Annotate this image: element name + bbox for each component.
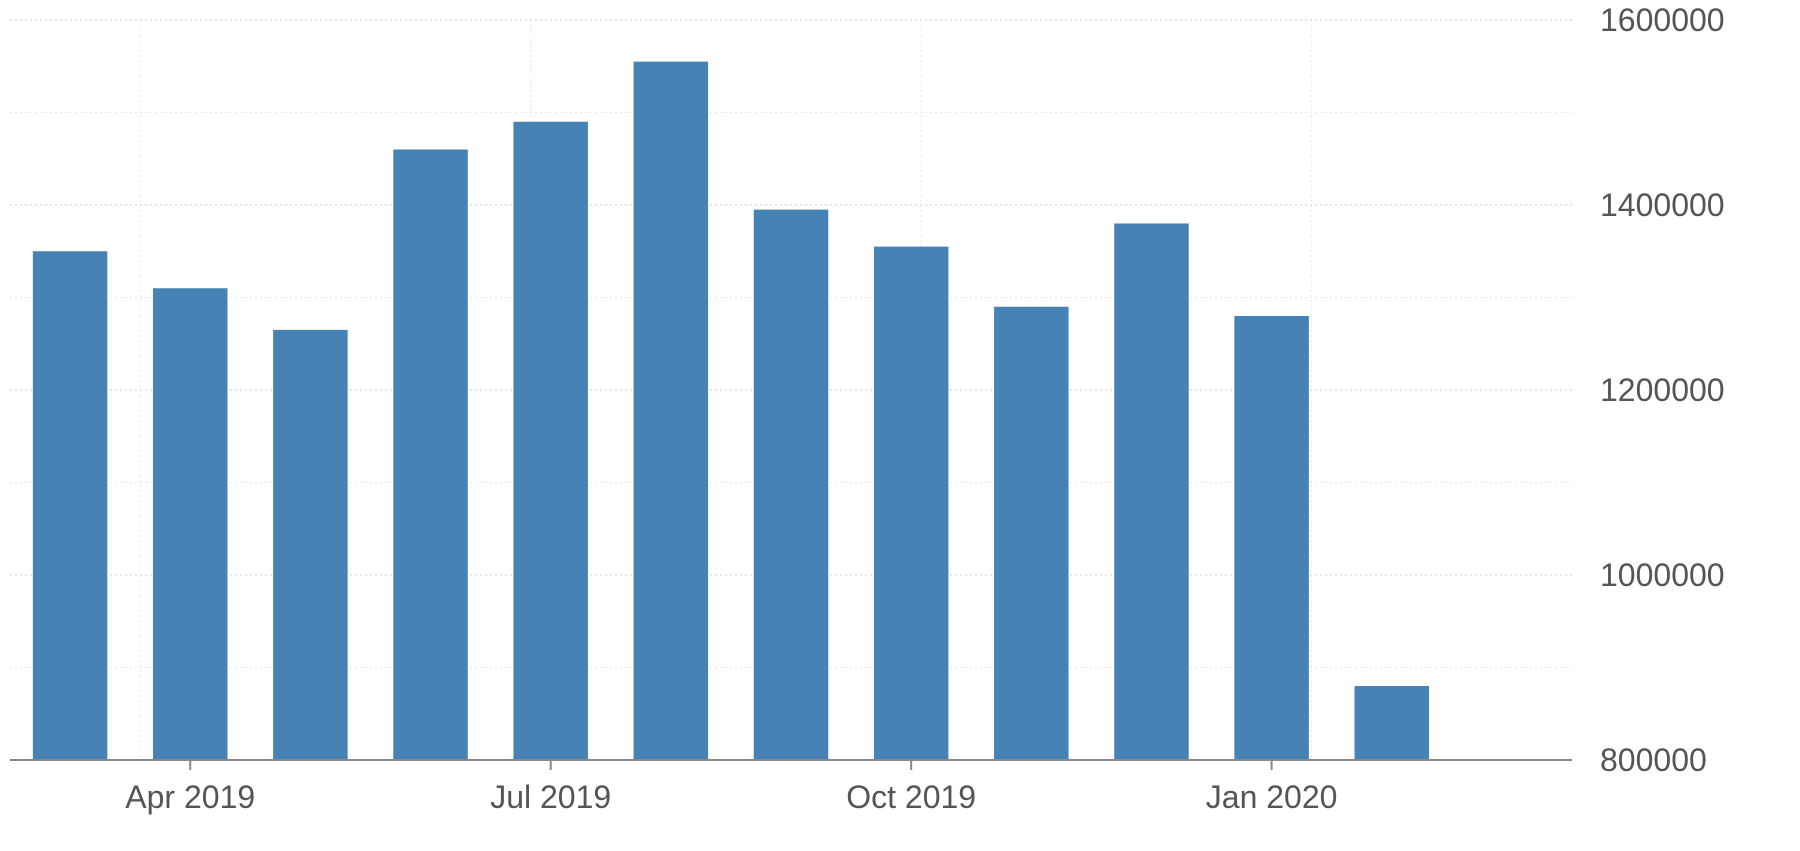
bar bbox=[33, 251, 107, 760]
x-tick-label: Jul 2019 bbox=[490, 779, 611, 815]
y-tick-label: 1000000 bbox=[1600, 557, 1725, 593]
x-tick-label: Jan 2020 bbox=[1206, 779, 1338, 815]
y-tick-label: 1400000 bbox=[1600, 187, 1725, 223]
bar bbox=[994, 307, 1068, 760]
bar-chart: Apr 2019 Jul 2019 Oct 2019 Jan 2020 800000 10… bbox=[0, 0, 1800, 851]
x-tick-label: Apr 2019 bbox=[125, 779, 255, 815]
bar bbox=[153, 288, 227, 760]
bar bbox=[1114, 224, 1188, 761]
bar bbox=[513, 122, 587, 760]
bar bbox=[1355, 686, 1429, 760]
bar bbox=[754, 210, 828, 760]
bar bbox=[393, 150, 467, 761]
bar bbox=[874, 247, 948, 760]
y-tick-label: 1600000 bbox=[1600, 2, 1725, 38]
bar bbox=[1234, 316, 1308, 760]
y-tick-label: 800000 bbox=[1600, 742, 1707, 778]
bar bbox=[273, 330, 347, 760]
x-tick-label: Oct 2019 bbox=[846, 779, 976, 815]
y-tick-label: 1200000 bbox=[1600, 372, 1725, 408]
bar bbox=[634, 62, 708, 760]
